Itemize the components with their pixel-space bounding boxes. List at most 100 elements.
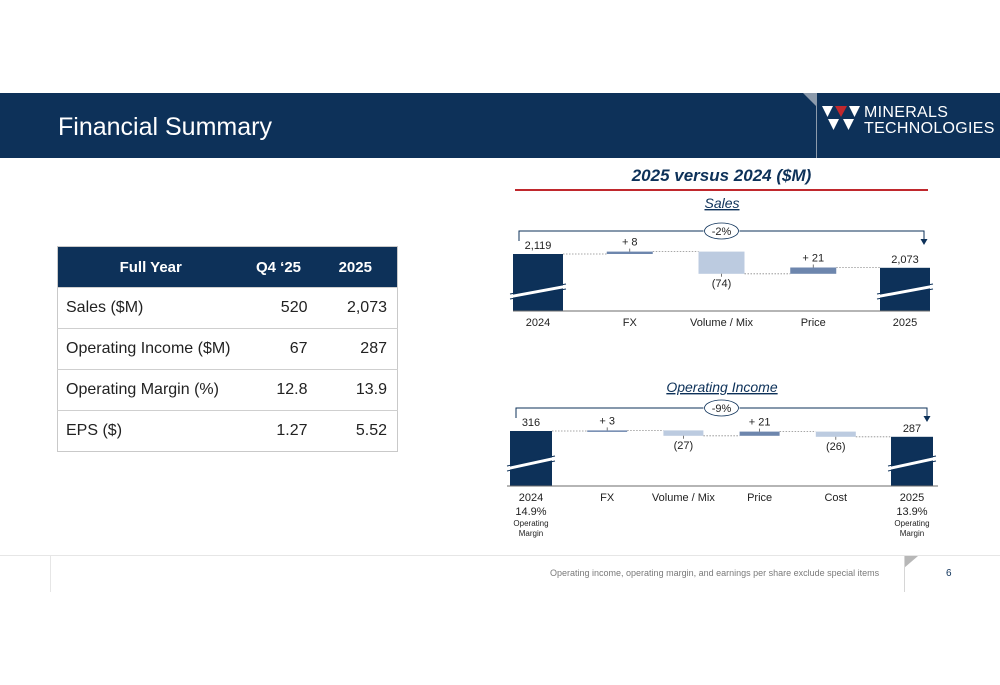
data-label: 287 xyxy=(903,423,921,435)
change-badge xyxy=(704,222,739,240)
data-label: + 8 xyxy=(622,237,638,249)
row-q4-value: 520 xyxy=(243,287,314,329)
header-q4: Q4 ‘25 xyxy=(243,246,314,288)
bar-increase xyxy=(587,430,628,432)
table-row: Operating Income ($M) 67 287 xyxy=(57,328,398,370)
row-label: EPS ($) xyxy=(57,410,244,452)
page-number: 6 xyxy=(946,568,952,579)
row-label: Sales ($M) xyxy=(57,287,244,329)
change-bracket xyxy=(515,407,704,418)
axis-break-line xyxy=(506,460,556,472)
change-bracket xyxy=(739,230,925,240)
financial-summary-table: Full Year Q4 ‘25 2025 Sales ($M) 520 2,0… xyxy=(57,246,398,452)
title-banner: Financial Summary MINERALS TECHNOLOGIES xyxy=(0,93,1000,158)
change-label: -2% xyxy=(712,226,732,238)
waterfall-svg: Sales 2,119 + 8 (74) + 21 2,073 2024 FX Volume /… xyxy=(509,195,934,329)
category-label: 2024 xyxy=(526,317,550,329)
category-label: 2024 xyxy=(519,492,543,504)
axis-break-line xyxy=(887,460,937,472)
margin-caption: Operating xyxy=(513,519,548,528)
banner-divider-accent xyxy=(803,93,817,158)
logo-mark-icon xyxy=(822,106,860,130)
footer-corner-accent xyxy=(904,556,918,592)
margin-value: 13.9% xyxy=(896,506,927,518)
data-label: + 21 xyxy=(802,253,824,265)
header-full-year: Full Year xyxy=(57,246,244,288)
axis-break-mark xyxy=(878,285,932,298)
category-label: Price xyxy=(801,317,826,329)
row-fy-value: 2,073 xyxy=(313,287,398,329)
page-title: Financial Summary xyxy=(58,113,272,141)
bar-total xyxy=(510,431,552,486)
category-label: FX xyxy=(600,492,615,504)
margin-caption: Operating xyxy=(894,519,929,528)
waterfall-svg: Operating Income 316 + 3 (27) + 21 (26) 287 202… xyxy=(506,379,938,538)
row-q4-value: 12.8 xyxy=(243,369,314,411)
data-label: (74) xyxy=(712,278,732,290)
margin-caption: Margin xyxy=(519,529,543,538)
data-label: (27) xyxy=(674,440,694,452)
logo-line-2: TECHNOLOGIES xyxy=(864,120,995,137)
row-fy-value: 287 xyxy=(313,328,398,370)
data-label: + 21 xyxy=(749,417,771,429)
table-row: EPS ($) 1.27 5.52 xyxy=(57,410,398,452)
change-label: -9% xyxy=(712,403,732,415)
axis-break-mark xyxy=(508,457,554,470)
table-row: Sales ($M) 520 2,073 xyxy=(57,287,398,329)
axis-break-line xyxy=(887,455,937,467)
bracket-arrow-icon xyxy=(920,239,928,245)
change-bracket xyxy=(739,407,928,417)
change-badge xyxy=(704,399,739,417)
bar-increase xyxy=(739,431,780,436)
chart-title: Operating Income xyxy=(666,379,777,395)
bracket-arrow-icon xyxy=(923,416,931,422)
category-label: Volume / Mix xyxy=(652,492,715,504)
category-label: Price xyxy=(747,492,772,504)
category-label: Volume / Mix xyxy=(690,317,753,329)
logo-wordmark: MINERALS TECHNOLOGIES xyxy=(864,105,995,137)
bar-decrease xyxy=(815,431,856,437)
category-label: 2025 xyxy=(900,492,924,504)
table-header-row: Full Year Q4 ‘25 2025 xyxy=(57,246,398,288)
table-row: Operating Margin (%) 12.8 13.9 xyxy=(57,369,398,411)
data-label: (26) xyxy=(826,441,846,453)
row-label: Operating Margin (%) xyxy=(57,369,244,411)
axis-break-mark xyxy=(511,285,565,298)
change-bracket xyxy=(518,230,704,241)
footer-rule xyxy=(0,555,1000,556)
operating-income-waterfall-chart: Operating Income 316 + 3 (27) + 21 (26) 287 202… xyxy=(490,377,960,542)
charts-heading: 2025 versus 2024 ($M) xyxy=(631,166,812,185)
footer-left-divider xyxy=(50,556,51,592)
logo-line-1: MINERALS xyxy=(864,104,949,121)
axis-break-line xyxy=(509,283,567,295)
row-label: Operating Income ($M) xyxy=(57,328,244,370)
axis-break-line xyxy=(506,455,556,467)
row-q4-value: 1.27 xyxy=(243,410,314,452)
sales-waterfall-chart: Sales 2,119 + 8 (74) + 21 2,073 2024 FX Volume /… xyxy=(490,193,960,335)
bar-increase xyxy=(606,251,653,254)
footnote: Operating income, operating margin, and … xyxy=(550,568,880,578)
axis-break-mark xyxy=(889,457,935,470)
row-fy-value: 5.52 xyxy=(313,410,398,452)
data-label: 2,073 xyxy=(891,254,919,266)
charts-heading-rule xyxy=(515,189,928,191)
margin-caption: Margin xyxy=(900,529,924,538)
data-label: 2,119 xyxy=(525,240,552,252)
axis-break-line xyxy=(509,288,567,300)
category-label: Cost xyxy=(824,492,847,504)
bar-total xyxy=(513,254,563,311)
data-label: + 3 xyxy=(599,415,615,427)
row-q4-value: 67 xyxy=(243,328,314,370)
axis-break-line xyxy=(876,288,934,300)
bar-decrease xyxy=(663,430,704,436)
category-label: FX xyxy=(623,317,638,329)
data-label: 316 xyxy=(522,417,540,429)
axis-break-line xyxy=(876,283,934,295)
bar-increase xyxy=(790,267,837,274)
row-fy-value: 13.9 xyxy=(313,369,398,411)
bar-decrease xyxy=(698,251,745,274)
company-logo: MINERALS TECHNOLOGIES xyxy=(822,104,995,144)
category-label: 2025 xyxy=(893,317,917,329)
header-2025: 2025 xyxy=(313,246,398,288)
chart-title: Sales xyxy=(704,195,739,211)
